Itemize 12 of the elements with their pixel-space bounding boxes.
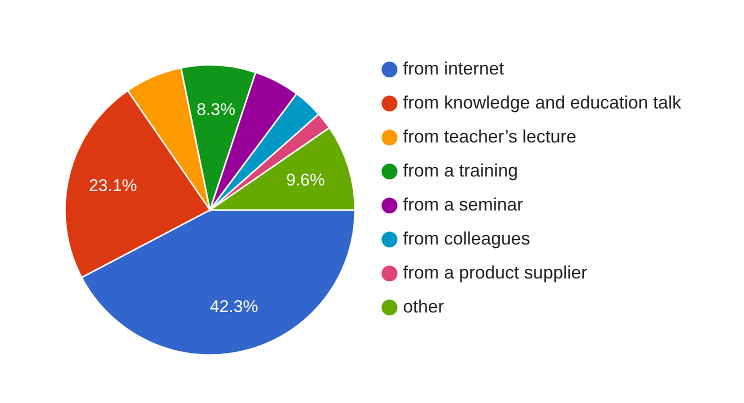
data-label: 9.6% (286, 170, 325, 190)
legend-label: from knowledge and education talk (403, 92, 682, 112)
legend-label: from teacher’s lecture (403, 126, 576, 146)
legend-label: from a product supplier (403, 262, 588, 282)
data-label: 23.1% (88, 176, 138, 196)
legend-label: other (403, 296, 444, 316)
legend-label: from a training (403, 160, 518, 180)
data-label: 8.3% (196, 100, 236, 120)
data-label: 42.3% (210, 297, 258, 316)
legend-label: from colleagues (403, 228, 530, 248)
legend-label: from a seminar (403, 194, 524, 214)
legend-label: from internet (403, 58, 504, 78)
